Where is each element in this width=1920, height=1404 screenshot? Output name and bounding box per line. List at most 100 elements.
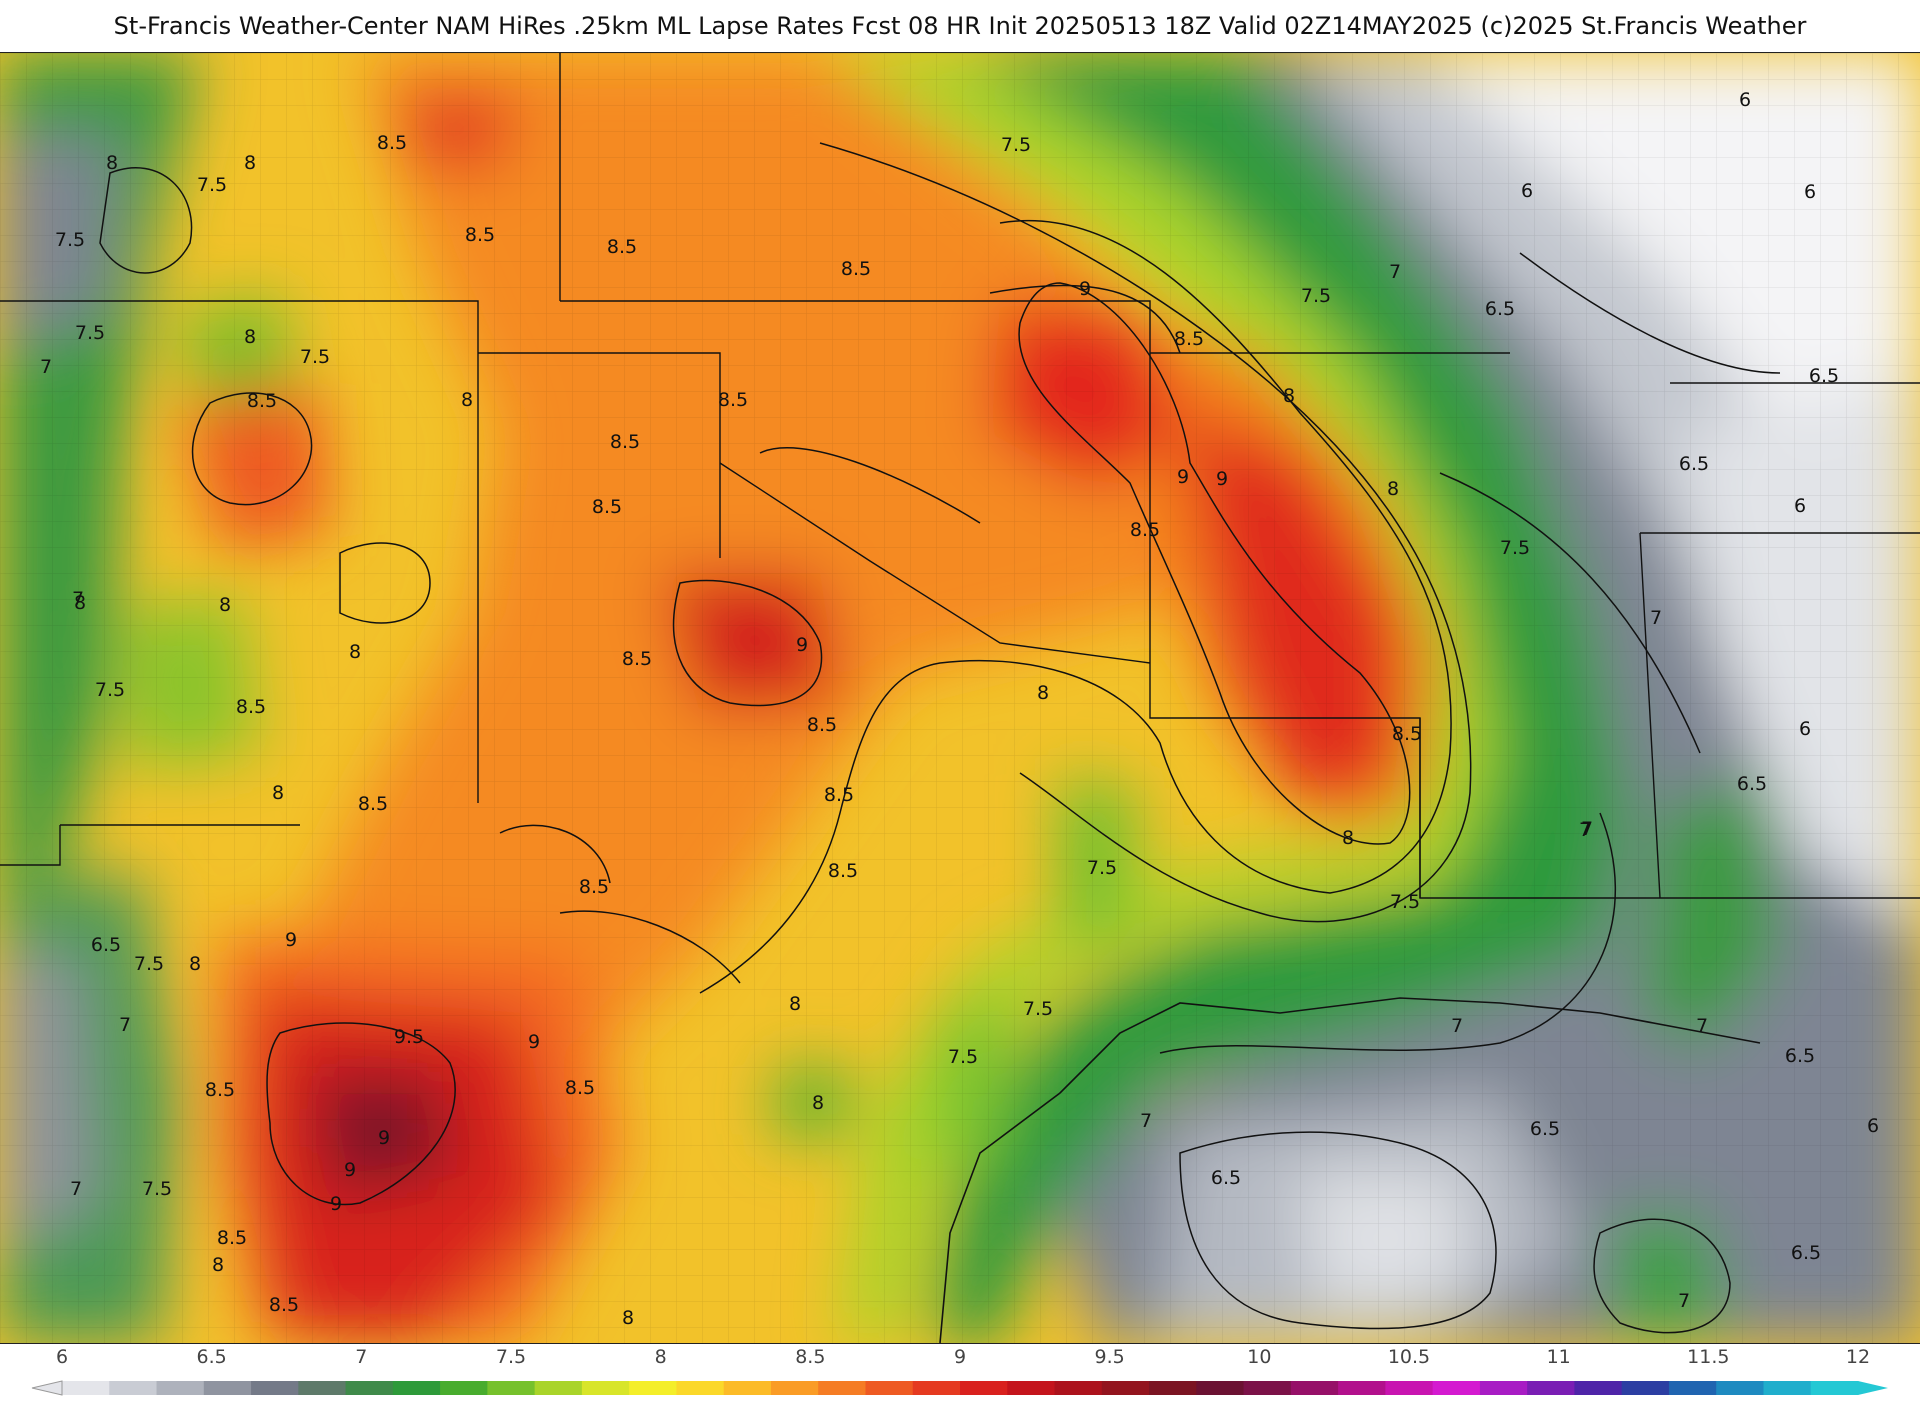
contour-label: 8.5 [841, 258, 871, 280]
contour-label: 8 [244, 152, 256, 174]
contour-label: 8.5 [1392, 723, 1422, 745]
legend-color-swatch [1479, 1381, 1528, 1395]
legend-color-swatch [1621, 1381, 1670, 1395]
contour-label: 8 [212, 1254, 224, 1276]
contour-label: 6.5 [1737, 773, 1767, 795]
contour-label: 8.5 [579, 876, 609, 898]
contour-label: 9 [1177, 466, 1189, 488]
legend-color-swatch [1196, 1381, 1245, 1395]
contour-label: 7.5 [1023, 998, 1053, 1020]
contour-label: 8 [219, 594, 231, 616]
contour-label: 8.5 [610, 431, 640, 453]
legend-tick: 7.5 [496, 1346, 526, 1368]
legend-tick: 6.5 [197, 1346, 227, 1368]
contour-label: 8 [1283, 385, 1295, 407]
contour-label: 7 [1389, 261, 1401, 283]
contour-label: 7.5 [1087, 857, 1117, 879]
legend-tick: 10.5 [1388, 1346, 1430, 1368]
color-fill-field [0, 53, 1920, 1343]
contour-label: 6 [1799, 718, 1811, 740]
contour-label: 8.5 [269, 1294, 299, 1316]
legend-color-swatch [1574, 1381, 1623, 1395]
legend-color-swatch [534, 1381, 583, 1395]
legend-color-swatch [629, 1381, 677, 1395]
contour-label: 8.5 [377, 132, 407, 154]
legend-tick: 11 [1547, 1346, 1571, 1368]
legend-color-swatch [1527, 1381, 1575, 1395]
contour-label: 8 [272, 782, 284, 804]
contour-label: 8.5 [807, 714, 837, 736]
contour-label: 7.5 [1001, 134, 1031, 156]
legend-color-swatch [1338, 1381, 1386, 1395]
legend-color-swatch [487, 1381, 536, 1395]
contour-label: 8.5 [247, 390, 277, 412]
legend-tick: 7 [355, 1346, 367, 1368]
contour-label: 6.5 [1809, 365, 1839, 387]
legend-tick: 8 [655, 1346, 667, 1368]
coastline [939, 997, 1761, 1343]
legend-color-swatch [156, 1381, 205, 1395]
contour-label: 7.5 [300, 346, 330, 368]
legend-color-swatch [440, 1381, 488, 1395]
legend-tick-labels: 6 6.5 7 7.5 8 8.5 9 9.5 10 10.5 11 11.5 12 [56, 1346, 1870, 1368]
map-title: St-Francis Weather-Center NAM HiRes .25k… [113, 12, 1807, 40]
legend-tick: 11.5 [1687, 1346, 1729, 1368]
contour-label: 6.5 [1485, 298, 1515, 320]
legend-color-swatch [770, 1381, 819, 1395]
contour-label: 7.5 [1390, 891, 1420, 913]
legend-color-swatch [251, 1381, 299, 1395]
legend-color-swatch [960, 1381, 1008, 1395]
legend-color-swatch [1432, 1381, 1481, 1395]
legend-color-swatch [723, 1381, 772, 1395]
legend-color-swatch [1290, 1381, 1339, 1395]
lapse-rate-map[interactable]: 8.5 8 7.5 8 7.5 8.5 8.5 8.5 7.5 9 7 6 6.5 6 6 7.5 7 8 7.5 8… [0, 52, 1920, 1344]
contour-label: 8.5 [607, 236, 637, 258]
contour-label: 7.5 [75, 322, 105, 344]
contour-label: 8.5 [565, 1077, 595, 1099]
contour-label: 6 [1867, 1115, 1879, 1137]
contour-label: 7 [1140, 1110, 1152, 1132]
contour-label: 7 [119, 1014, 131, 1036]
contour-label: 8 [1387, 478, 1399, 500]
contour-label: 7 [1581, 818, 1593, 840]
contour-label: 7 [72, 588, 84, 610]
contour-label: 7.5 [1500, 537, 1530, 559]
contour-label: 9.5 [394, 1026, 424, 1048]
contour-label: 7.5 [134, 953, 164, 975]
contour-label: 8 [789, 993, 801, 1015]
contour-label: 7.5 [1301, 285, 1331, 307]
legend-right-arrow [1858, 1381, 1888, 1395]
contour-label: 8 [189, 953, 201, 975]
legend-color-swatch [1054, 1381, 1103, 1395]
legend-color-bar [31, 1380, 1888, 1396]
legend-tick: 10 [1247, 1346, 1271, 1368]
contour-label: 7 [1451, 1015, 1463, 1037]
contour-label: 8.5 [358, 793, 388, 815]
contour-label: 7.5 [197, 174, 227, 196]
legend-color-swatch [1668, 1381, 1717, 1395]
contour-label: 8.5 [217, 1227, 247, 1249]
legend-color-swatch [1763, 1381, 1812, 1395]
contour-label: 7.5 [142, 1178, 172, 1200]
legend-tick: 9.5 [1095, 1346, 1125, 1368]
contour-label: 6.5 [1211, 1167, 1241, 1189]
contour-label: 7 [70, 1178, 82, 1200]
contour-label: 8.5 [1130, 519, 1160, 541]
legend-color-swatch [1243, 1381, 1292, 1395]
contour-label: 6 [1739, 89, 1751, 111]
contour-label: 8.5 [718, 389, 748, 411]
contour-label: 7 [1696, 1015, 1708, 1037]
contour-label: 8 [622, 1307, 634, 1329]
contour-label: 8 [349, 641, 361, 663]
legend-color-swatch [1716, 1381, 1764, 1395]
contour-label: 6.5 [1785, 1045, 1815, 1067]
contour-label: 9 [796, 634, 808, 656]
map-canvas: 8.5 8 7.5 8 7.5 8.5 8.5 8.5 7.5 9 7 6 6.5 6 6 7.5 7 8 7.5 8… [0, 53, 1920, 1343]
contour-label: 7 [1650, 607, 1662, 629]
contour-label: 6.5 [91, 934, 121, 956]
contour-label: 8.5 [205, 1079, 235, 1101]
contour-label: 8.5 [1174, 328, 1204, 350]
contour-label: 7 [40, 356, 52, 378]
contour-label: 6 [1521, 180, 1533, 202]
legend-color-swatch [203, 1381, 252, 1395]
